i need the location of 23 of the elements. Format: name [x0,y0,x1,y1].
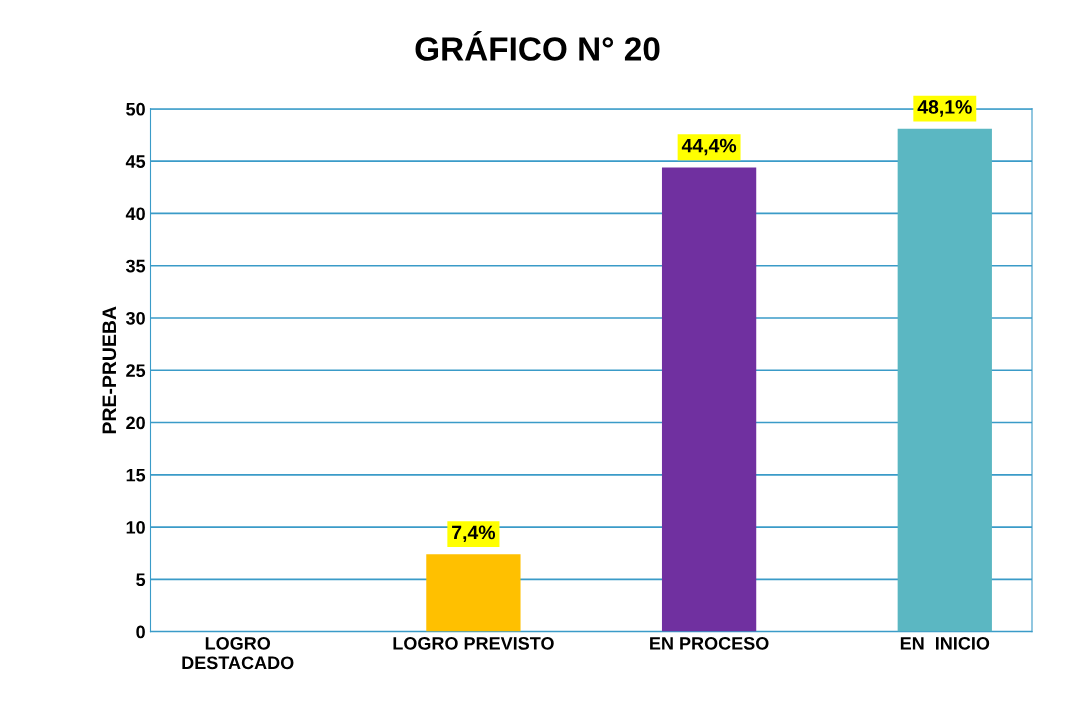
data-label: 48,1% [917,100,972,117]
y-tick-label: 25 [126,364,146,377]
y-tick-label: 15 [126,468,146,482]
y-axis-title: PRE-PRUEBA [102,306,117,434]
x-tick-label: LOGRO PREVISTO [393,636,554,650]
y-tick-label: 20 [126,416,145,430]
bar [661,167,757,632]
bar [426,554,521,632]
y-tick-label: 45 [125,155,146,168]
y-tick-label: 30 [125,311,145,325]
data-label: 44,4% [681,138,737,156]
chart-title: GRÁFICO N° 20 [415,30,660,61]
y-tick-label: 10 [126,521,145,534]
x-tick-label: EN INICIO [900,636,990,650]
y-tick-label: 0 [136,625,145,639]
x-tick-label: LOGRO DESTACADO [182,636,294,670]
y-tick-label: 50 [126,102,145,116]
y-tick-label: 35 [125,259,146,273]
data-label: 7,4% [452,525,496,543]
y-tick-label: 40 [125,207,145,221]
bar [897,128,992,632]
x-tick-label: EN PROCESO [650,636,769,650]
y-tick-label: 5 [136,573,146,587]
